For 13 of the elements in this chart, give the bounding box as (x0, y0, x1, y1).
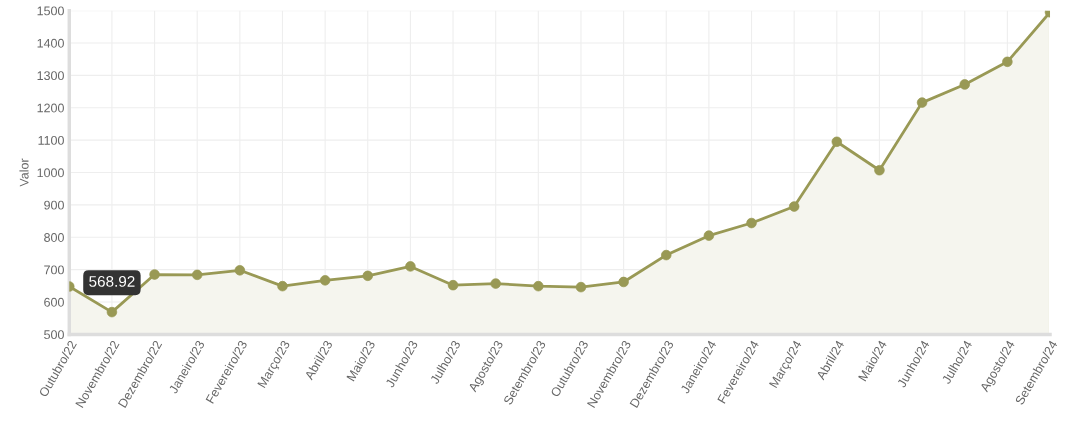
annotation: 568.92 (89, 276, 135, 287)
y-tick-label: 1000 (37, 168, 64, 178)
y-tick-label: 1500 (37, 6, 64, 16)
y-tick-label: 1100 (38, 135, 64, 145)
y-tick-label: 900 (44, 200, 64, 210)
y-tick-label: 700 (44, 265, 64, 275)
y-axis-title: Valor (19, 158, 29, 187)
y-tick-label: 1200 (37, 103, 64, 113)
y-tick-label: 800 (44, 233, 64, 242)
y-tick-label: 1300 (37, 71, 64, 81)
y-tick-label: 600 (44, 297, 64, 307)
y-tick-label: 1400 (37, 38, 64, 48)
y-tick-label: 500 (44, 330, 64, 340)
